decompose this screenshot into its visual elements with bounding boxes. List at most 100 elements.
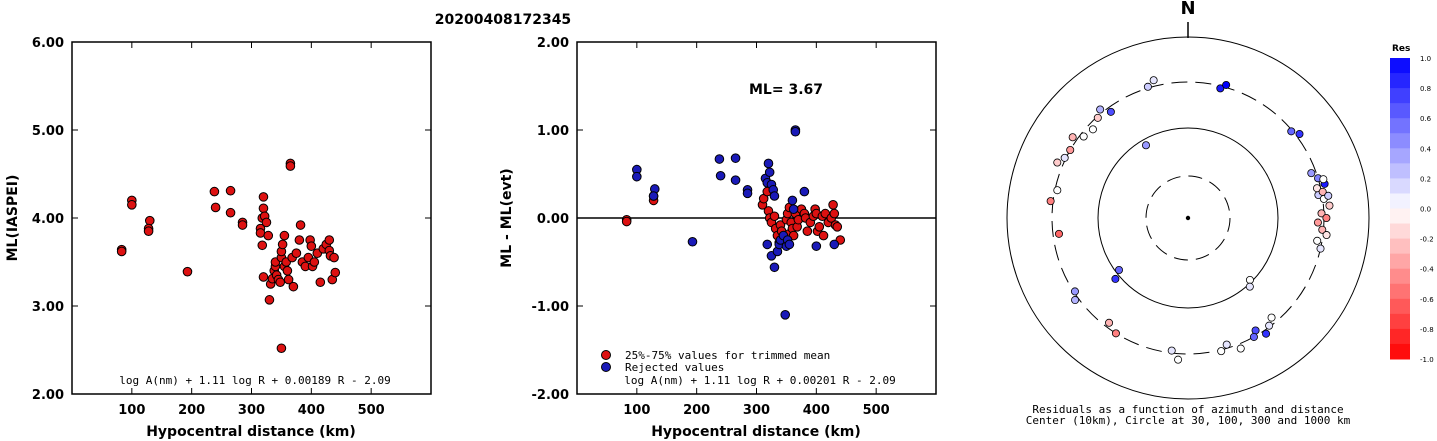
x-tick-label: 500 xyxy=(358,403,385,418)
station-residual xyxy=(1324,191,1333,200)
station-residual xyxy=(1096,105,1105,114)
data-point xyxy=(742,188,753,199)
station-residual xyxy=(1316,244,1325,253)
colorbar-swatch xyxy=(1390,178,1410,194)
colorbar-swatch xyxy=(1390,253,1410,270)
station-residual xyxy=(1105,318,1114,327)
data-point xyxy=(762,239,773,250)
formula-label: log A(nm) + 1.11 log R + 0.00189 R - 2.0… xyxy=(119,374,391,387)
data-point xyxy=(764,167,775,178)
x-tick-label: 500 xyxy=(863,403,890,418)
y-tick-label: -2.00 xyxy=(532,388,569,403)
data-point xyxy=(769,191,780,201)
colorbar-swatch xyxy=(1390,223,1410,240)
data-point xyxy=(282,266,293,276)
x-tick-label: 200 xyxy=(683,403,710,418)
colorbar-swatch xyxy=(1390,73,1410,89)
data-point xyxy=(730,153,741,163)
station-residual xyxy=(1114,265,1123,274)
station-residual xyxy=(1079,132,1088,141)
colorbar-swatch xyxy=(1390,193,1410,209)
colorbar-tick-label: 0.0 xyxy=(1420,206,1431,214)
data-point xyxy=(730,175,741,185)
data-point xyxy=(283,274,294,285)
colorbar-swatch xyxy=(1390,208,1410,225)
station-residual xyxy=(1060,153,1069,162)
colorbar-title: Res xyxy=(1392,44,1410,54)
station-residual xyxy=(1313,236,1322,245)
caption-line-2: Center (10km), Circle at 30, 100, 300 an… xyxy=(1026,414,1351,427)
x-tick-label: 100 xyxy=(118,403,145,418)
station-residual xyxy=(1236,344,1245,353)
colorbar-swatch xyxy=(1390,163,1410,179)
epicenter-dot xyxy=(1185,215,1191,221)
station-residual xyxy=(1167,346,1176,355)
x-tick-label: 200 xyxy=(178,403,205,418)
legend-marker-red xyxy=(601,350,611,360)
data-point xyxy=(632,171,642,182)
event-title: 20200408172345 xyxy=(435,12,571,28)
legend-label-rejected: Rejected values xyxy=(625,361,724,374)
data-point xyxy=(143,226,154,236)
colorbar-swatch xyxy=(1390,313,1410,330)
station-residual xyxy=(1267,313,1276,322)
data-point xyxy=(258,272,269,282)
colorbar-swatch xyxy=(1390,268,1410,285)
y-tick-label: 1.00 xyxy=(537,124,569,139)
station-residual xyxy=(1217,347,1226,356)
station-residual xyxy=(1245,282,1254,291)
colorbar-tick-label: -0.8 xyxy=(1420,326,1434,334)
station-residual xyxy=(1222,80,1231,89)
colorbar-swatch xyxy=(1390,118,1410,134)
data-point xyxy=(780,310,791,320)
station-residual xyxy=(1106,107,1115,116)
station-residual xyxy=(1093,113,1102,122)
data-point xyxy=(258,203,269,214)
station-residual xyxy=(1068,133,1077,142)
station-residual xyxy=(1295,129,1304,138)
station-residual xyxy=(1070,287,1079,296)
data-point xyxy=(257,240,268,251)
x-axis-label: Hypocentral distance (km) xyxy=(651,424,861,440)
data-point xyxy=(210,202,221,213)
data-point xyxy=(811,241,822,251)
colorbar-tick-label: -1.0 xyxy=(1420,356,1434,364)
station-residual xyxy=(1287,127,1296,136)
data-point xyxy=(315,277,326,288)
station-residual xyxy=(1066,145,1075,154)
data-point xyxy=(288,281,299,292)
caption-line-1: Residuals as a function of azimuth and d… xyxy=(1032,403,1343,416)
data-point xyxy=(329,252,339,263)
data-point xyxy=(763,158,774,169)
legend-marker-blue xyxy=(601,362,611,372)
y-tick-label: -1.00 xyxy=(532,300,569,315)
north-label: N xyxy=(1180,0,1195,19)
residual-colorbar: Res 1.0 0.8 0.6 0.4 0.2 0.0 -0.2 -0.4 -0.6 -0.8 -1… xyxy=(1390,44,1434,364)
data-point xyxy=(621,216,632,227)
azimuth-residual-map: N Residuals as a function of azimuth and… xyxy=(1006,0,1370,427)
data-point xyxy=(790,126,801,137)
data-point xyxy=(116,246,127,257)
colorbar-tick-label: 0.2 xyxy=(1420,175,1431,183)
outer-circle xyxy=(1006,36,1370,400)
data-point xyxy=(769,211,780,222)
colorbar-tick-label: 0.8 xyxy=(1420,85,1431,93)
data-point xyxy=(263,230,274,241)
y-tick-label: 5.00 xyxy=(32,124,64,139)
colorbar-tick-label: 0.6 xyxy=(1420,115,1432,123)
station-residual xyxy=(1088,125,1097,134)
ml-annotation: ML= 3.67 xyxy=(749,82,823,98)
data-point xyxy=(294,235,305,245)
data-point xyxy=(829,239,840,250)
station-residual xyxy=(1325,201,1334,210)
y-tick-label: 4.00 xyxy=(32,212,64,227)
data-point xyxy=(225,207,236,218)
data-point xyxy=(832,222,843,232)
station-residual xyxy=(1071,296,1080,305)
x-tick-label: 400 xyxy=(298,403,325,418)
data-point xyxy=(237,220,248,230)
data-point xyxy=(276,343,287,354)
data-point xyxy=(324,235,335,245)
station-residual xyxy=(1046,197,1055,206)
